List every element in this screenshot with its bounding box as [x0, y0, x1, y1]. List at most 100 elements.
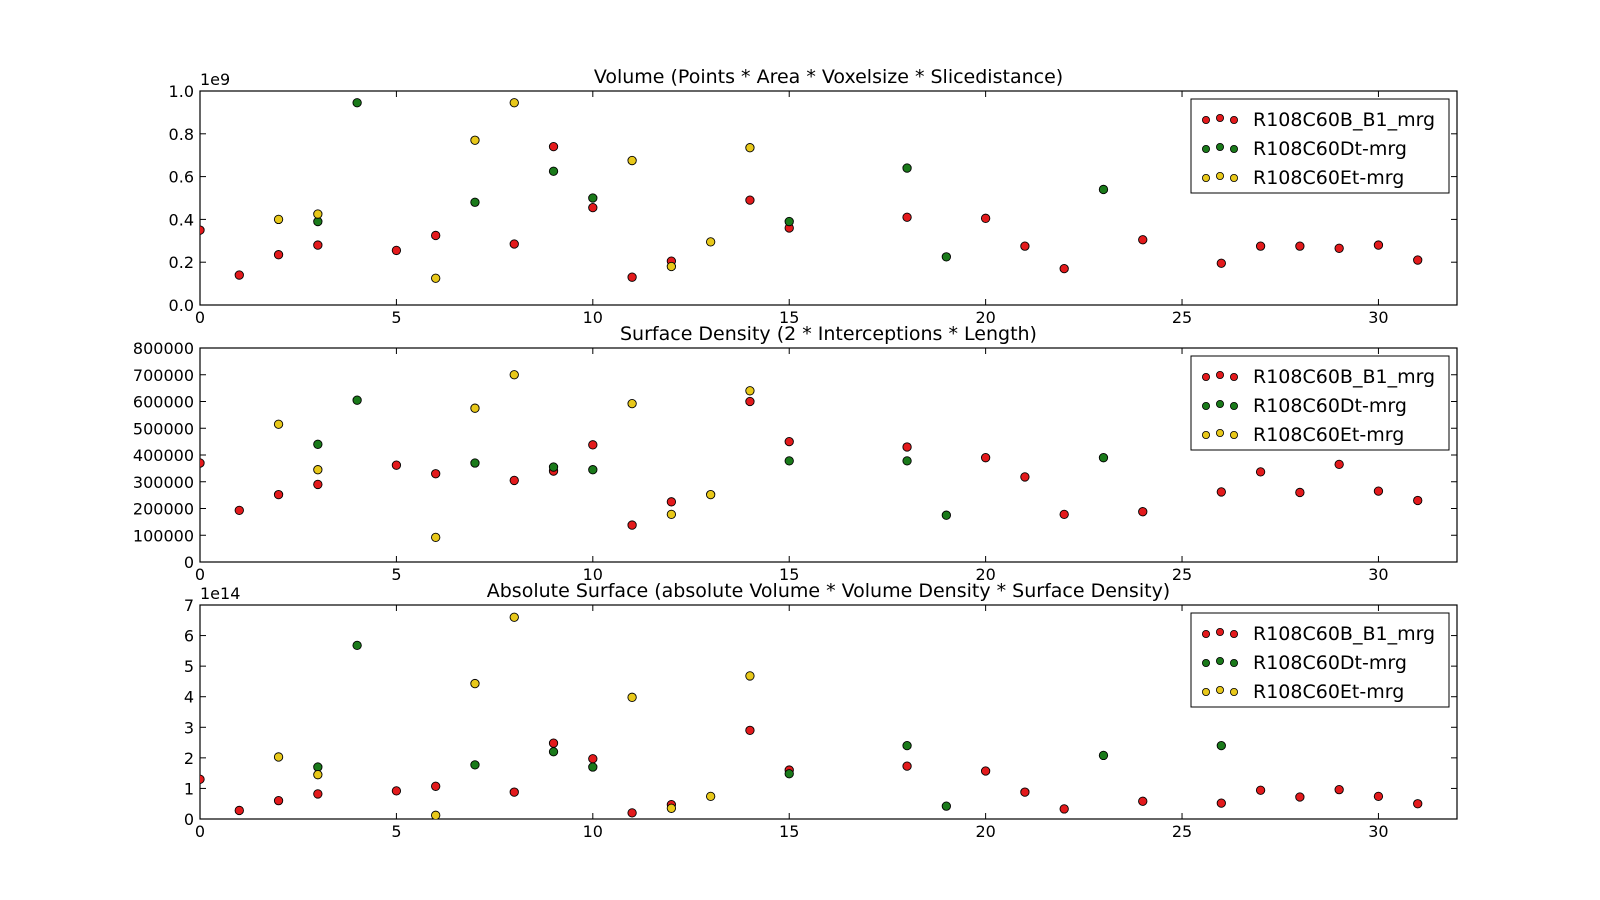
legend-marker — [1230, 430, 1239, 439]
legend-marker — [1216, 628, 1225, 637]
data-point-series-3 — [273, 752, 284, 762]
data-point-series-1 — [627, 272, 637, 282]
legend-marker — [1216, 428, 1225, 437]
data-point-series-1 — [1334, 459, 1344, 470]
legend-marker — [1216, 399, 1225, 408]
data-point-series-3 — [470, 678, 480, 689]
data-point-series-1 — [1373, 486, 1384, 496]
data-point-series-2 — [784, 769, 794, 779]
subplot-1: Volume (Points * Area * Voxelsize * Slic… — [169, 66, 1458, 327]
y-tick-label: 3 — [184, 718, 194, 737]
data-point-series-1 — [234, 805, 244, 816]
y-tick-label: 7 — [184, 596, 194, 615]
data-point-series-1 — [234, 270, 244, 280]
y-tick-label: 2 — [184, 749, 194, 768]
legend-label: R108C60Et-mrg — [1253, 424, 1404, 446]
y-tick-label: 700000 — [133, 366, 194, 385]
legend-marker — [1202, 116, 1211, 125]
data-point-series-2 — [588, 465, 598, 475]
y-scale-label: 1e9 — [200, 70, 230, 89]
data-point-series-3 — [745, 143, 755, 153]
data-point-series-1 — [627, 808, 637, 818]
data-point-series-1 — [509, 475, 519, 486]
data-point-series-1 — [1255, 241, 1266, 251]
legend: R108C60B_B1_mrg R108C60Dt-mrg R108C60Et-mr… — [1190, 612, 1450, 708]
data-point-series-1 — [627, 520, 637, 530]
data-point-series-3 — [431, 532, 441, 543]
data-point-series-1 — [1373, 240, 1384, 250]
legend-label: R108C60Et-mrg — [1253, 681, 1404, 703]
legend-marker — [1230, 372, 1239, 381]
data-point-series-1 — [313, 240, 323, 250]
data-point-series-2 — [352, 395, 362, 405]
data-point-series-1 — [1295, 792, 1305, 802]
legend-label: R108C60Et-mrg — [1253, 167, 1404, 189]
legend-label: R108C60Dt-mrg — [1253, 395, 1407, 417]
data-point-series-1 — [1216, 487, 1226, 497]
data-point-series-1 — [391, 245, 402, 256]
data-point-series-2 — [1216, 740, 1226, 751]
data-point-series-2 — [470, 760, 480, 770]
x-tick-label: 10 — [583, 565, 603, 584]
data-point-series-1 — [391, 786, 402, 796]
x-tick-label: 15 — [779, 822, 799, 841]
data-point-series-1 — [1295, 241, 1305, 251]
data-point-series-3 — [666, 509, 677, 520]
chart-title: Surface Density (2 * Interceptions * Len… — [620, 323, 1037, 345]
data-point-series-2 — [352, 98, 362, 108]
data-point-series-1 — [745, 725, 755, 735]
legend-marker — [1230, 659, 1239, 668]
data-point-series-1 — [200, 774, 205, 784]
data-point-series-1 — [902, 212, 912, 222]
data-point-series-1 — [1216, 258, 1226, 268]
data-point-series-3 — [627, 692, 637, 702]
y-tick-label: 0 — [184, 810, 194, 829]
legend-marker — [1216, 657, 1225, 666]
legend-marker — [1216, 686, 1225, 695]
y-tick-label: 500000 — [133, 419, 194, 438]
data-point-series-2 — [588, 762, 598, 772]
legend-marker — [1230, 688, 1239, 697]
legend-marker — [1230, 144, 1239, 153]
y-tick-label: 0.2 — [169, 253, 194, 272]
data-point-series-3 — [273, 419, 284, 429]
data-point-series-3 — [509, 370, 519, 380]
data-point-series-3 — [706, 489, 716, 500]
data-point-series-3 — [470, 135, 480, 145]
data-point-series-3 — [745, 386, 755, 396]
x-tick-label: 30 — [1368, 565, 1388, 584]
data-point-series-1 — [391, 460, 402, 470]
legend-marker — [1202, 630, 1211, 639]
data-point-series-3 — [431, 273, 441, 283]
x-tick-label: 5 — [391, 565, 401, 584]
data-point-series-2 — [1098, 184, 1109, 195]
data-point-series-1 — [1413, 495, 1423, 506]
legend-marker — [1230, 116, 1239, 125]
data-point-series-1 — [273, 796, 284, 806]
legend-marker — [1202, 688, 1211, 697]
y-tick-label: 200000 — [133, 500, 194, 519]
data-point-series-1 — [1138, 796, 1148, 806]
data-points — [200, 612, 1423, 819]
data-point-series-1 — [273, 489, 284, 500]
y-tick-label: 0.4 — [169, 210, 194, 229]
data-point-series-1 — [313, 479, 323, 490]
data-point-series-1 — [784, 436, 794, 447]
legend-label: R108C60B_B1_mrg — [1253, 623, 1435, 645]
data-point-series-1 — [588, 754, 598, 764]
x-tick-label: 0 — [195, 822, 205, 841]
data-point-series-2 — [902, 740, 912, 751]
data-point-series-1 — [1020, 787, 1030, 797]
data-point-series-3 — [666, 803, 677, 813]
data-point-series-3 — [706, 237, 716, 247]
data-point-series-1 — [431, 469, 441, 479]
x-tick-label: 20 — [975, 565, 995, 584]
data-point-series-1 — [200, 225, 205, 235]
y-tick-label: 1.0 — [169, 82, 194, 101]
data-point-series-3 — [313, 465, 323, 475]
data-point-series-1 — [902, 442, 912, 452]
data-point-series-1 — [234, 505, 244, 516]
data-point-series-2 — [470, 197, 480, 207]
legend-marker — [1216, 142, 1225, 151]
